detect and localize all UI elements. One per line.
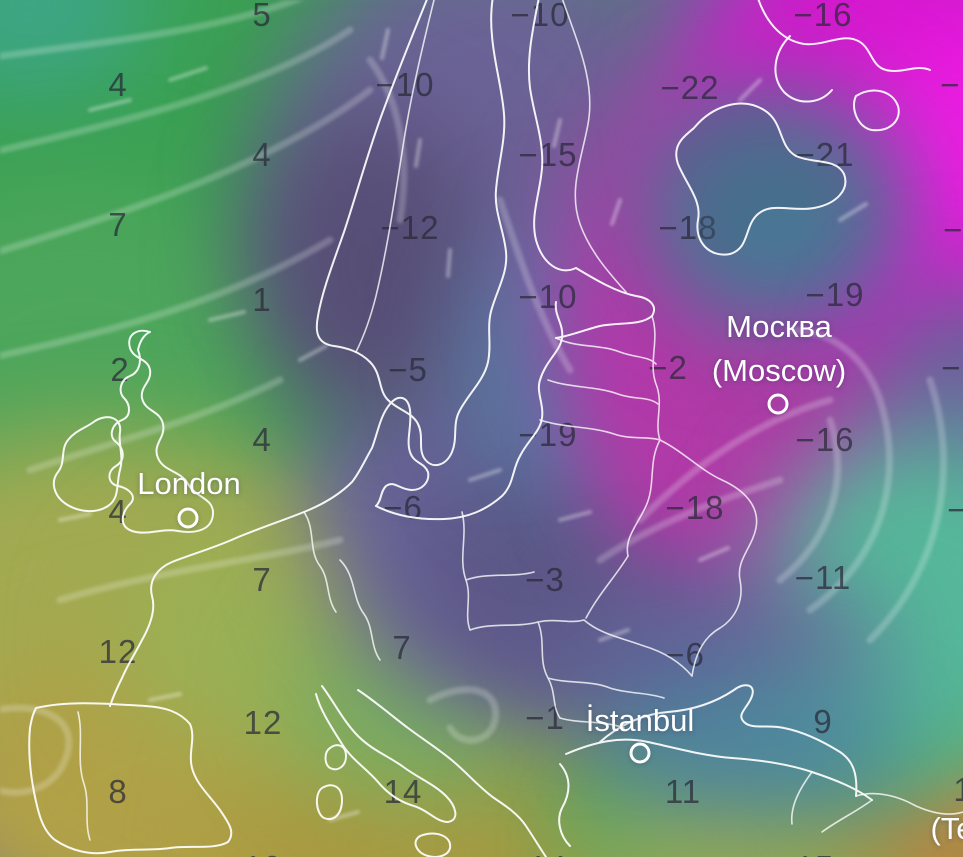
temperature-value: −5: [388, 351, 428, 388]
temperature-value: −1: [941, 349, 963, 386]
temperature-value: 15: [796, 849, 835, 857]
temperature-value: −18: [658, 209, 718, 246]
temperature-value: −16: [793, 0, 853, 33]
city-label[interactable]: (Te: [930, 807, 963, 851]
city-label[interactable]: London: [137, 462, 240, 506]
temperature-value: 4: [108, 66, 128, 103]
temperature-value: −19: [805, 276, 865, 313]
temperature-value: −1: [525, 699, 565, 736]
temperature-value: −15: [518, 136, 578, 173]
temperature-value: −21: [795, 136, 855, 173]
temperature-value: 5: [252, 0, 272, 33]
temperature-value: −10: [375, 66, 435, 103]
city-marker[interactable]: [629, 742, 651, 764]
temperature-value: 4: [252, 421, 272, 458]
temperature-value: 7: [392, 629, 412, 666]
temperature-value: −2: [943, 211, 963, 248]
temperature-value: −18: [665, 489, 725, 526]
temperature-value: −16: [795, 421, 855, 458]
temperature-value: 4: [252, 136, 272, 173]
temperature-value: −1: [947, 491, 963, 528]
city-label[interactable]: Москва (Moscow): [712, 305, 846, 393]
city-marker[interactable]: [767, 393, 789, 415]
city-name-line: İstanbul: [585, 702, 695, 738]
temperature-value: −11: [794, 559, 852, 596]
city-marker[interactable]: [177, 507, 199, 529]
temperature-value: 7: [252, 561, 272, 598]
temperature-value: −1: [940, 66, 963, 103]
temperature-value: 8: [108, 773, 128, 810]
city-label[interactable]: İstanbul: [586, 699, 695, 743]
temperature-value: 9: [813, 703, 833, 740]
temperature-value: −10: [518, 278, 578, 315]
city-name-line: London: [137, 465, 241, 501]
temperature-value: −10: [510, 0, 570, 33]
temperature-value: 12: [243, 704, 283, 741]
temperature-value: 1: [953, 771, 963, 809]
temperature-value: 14: [383, 773, 423, 810]
temperature-value: 1: [252, 281, 272, 318]
city-name-line: (Te: [930, 810, 963, 846]
temperature-value: −3: [525, 561, 565, 598]
city-name-line2: (Moscow): [711, 353, 847, 388]
temperature-value: 10: [244, 849, 283, 857]
temperature-value: 11: [664, 773, 702, 810]
temperature-value: 7: [108, 206, 128, 243]
city-name-line: Москва: [726, 308, 832, 344]
temperature-value: −22: [660, 69, 720, 106]
temperature-value: −6: [383, 489, 423, 526]
temperature-value: 14: [529, 849, 568, 857]
